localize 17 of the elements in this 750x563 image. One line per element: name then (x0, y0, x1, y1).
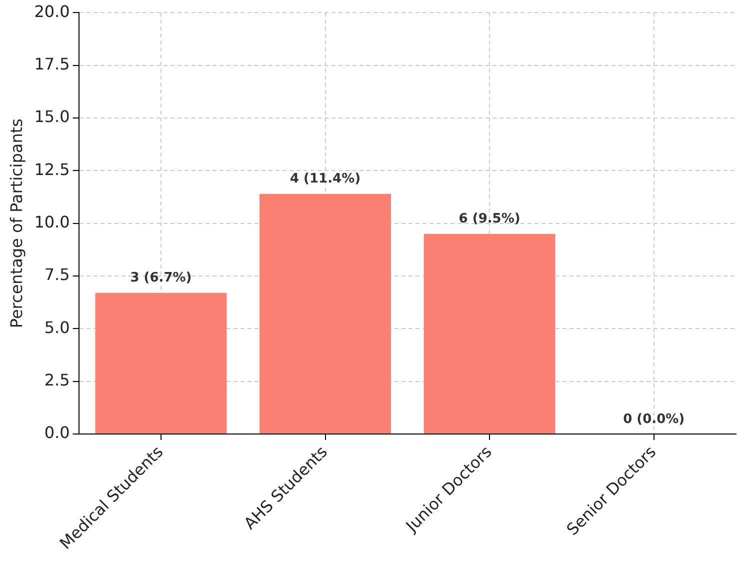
y-tick-label: 10.0 (34, 212, 70, 232)
y-tick-label: 12.5 (34, 160, 70, 179)
data-label: 6 (9.5%) (458, 212, 520, 227)
data-label: 4 (11.4%) (290, 172, 361, 187)
y-axis-title: Percentage of Participants (6, 118, 26, 328)
y-tick-label: 2.5 (44, 370, 70, 390)
y-tick-label: 5.0 (44, 318, 70, 337)
y-tick-label: 15.0 (34, 107, 70, 126)
bar (424, 234, 556, 434)
bar (260, 194, 391, 434)
data-label: 0 (0.0%) (623, 412, 685, 427)
y-tick-label: 7.5 (44, 265, 70, 284)
y-tick-label: 17.5 (34, 54, 70, 74)
y-tick-label: 20.0 (34, 2, 70, 21)
bar (95, 292, 227, 434)
data-label: 3 (6.7%) (130, 270, 192, 286)
y-tick-label: 0.0 (44, 423, 70, 442)
